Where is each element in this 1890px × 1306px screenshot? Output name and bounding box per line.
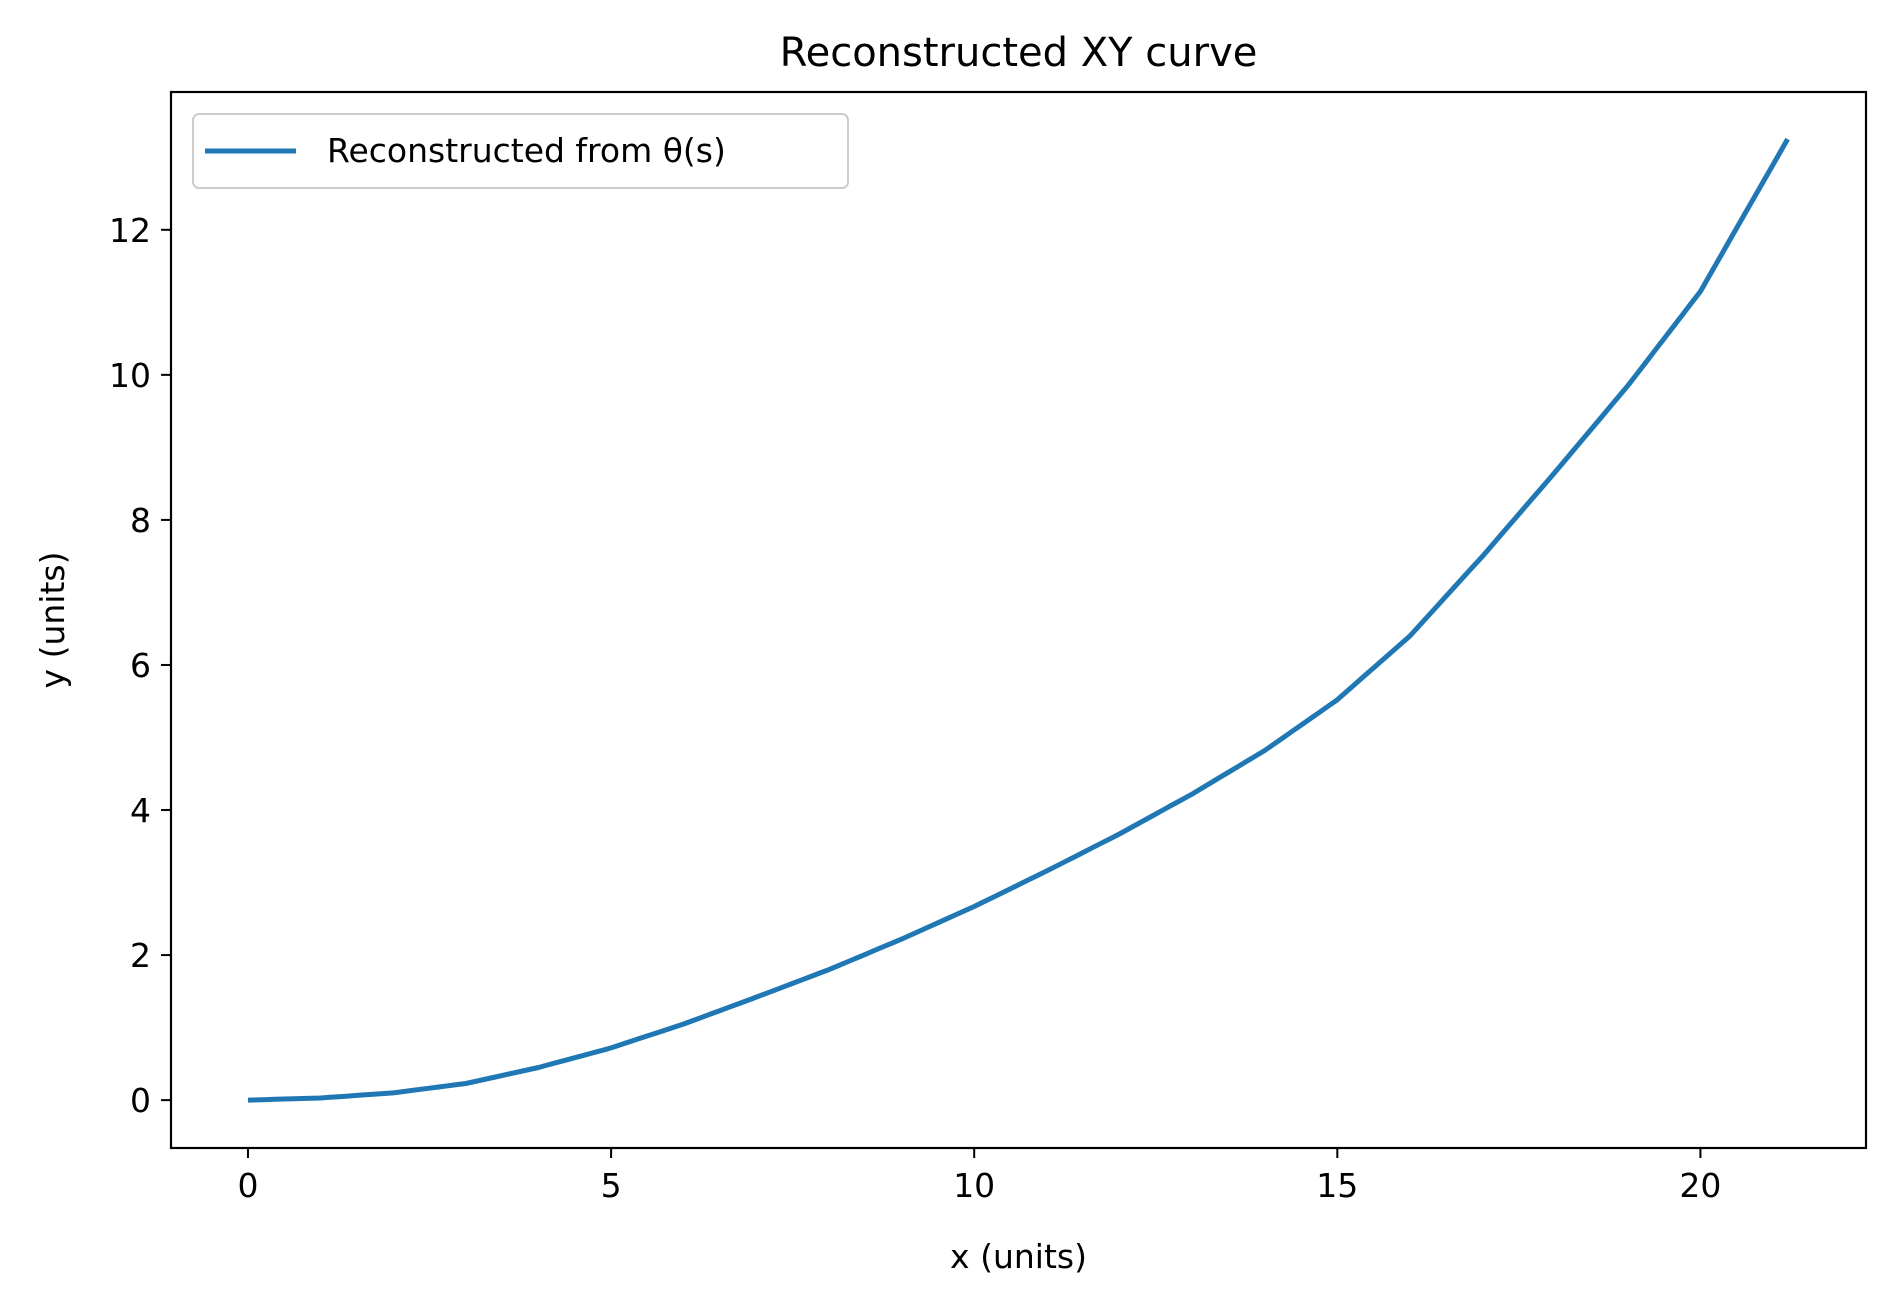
x-axis-label: x (units) bbox=[950, 1237, 1087, 1276]
x-tick-label: 0 bbox=[237, 1166, 258, 1205]
x-axis: 0 5 10 15 20 bbox=[237, 1148, 1721, 1205]
y-axis-label: y (units) bbox=[33, 552, 72, 689]
legend-box bbox=[192, 113, 849, 189]
x-tick-label: 5 bbox=[601, 1166, 622, 1205]
x-tick-label: 15 bbox=[1316, 1166, 1358, 1205]
y-tick-label: 8 bbox=[130, 501, 151, 540]
chart-title: Reconstructed XY curve bbox=[780, 30, 1258, 76]
plot-frame bbox=[169, 90, 1868, 1150]
y-tick-label: 6 bbox=[130, 646, 151, 685]
x-tick-label: 20 bbox=[1679, 1166, 1721, 1205]
y-tick-label: 12 bbox=[109, 211, 151, 250]
y-tick-label: 0 bbox=[130, 1081, 151, 1120]
plot-background bbox=[171, 92, 1866, 1148]
y-tick-label: 4 bbox=[130, 791, 151, 830]
plot-area bbox=[169, 90, 1868, 1150]
legend-label: Reconstructed from θ(s) bbox=[327, 131, 726, 170]
y-tick-label: 10 bbox=[109, 356, 151, 395]
y-axis: 0 2 4 6 8 10 12 bbox=[109, 211, 171, 1120]
x-tick-label: 10 bbox=[953, 1166, 995, 1205]
legend: Reconstructed from θ(s) bbox=[192, 113, 849, 189]
series-line bbox=[247, 137, 1790, 1103]
y-tick-label: 2 bbox=[130, 936, 151, 975]
